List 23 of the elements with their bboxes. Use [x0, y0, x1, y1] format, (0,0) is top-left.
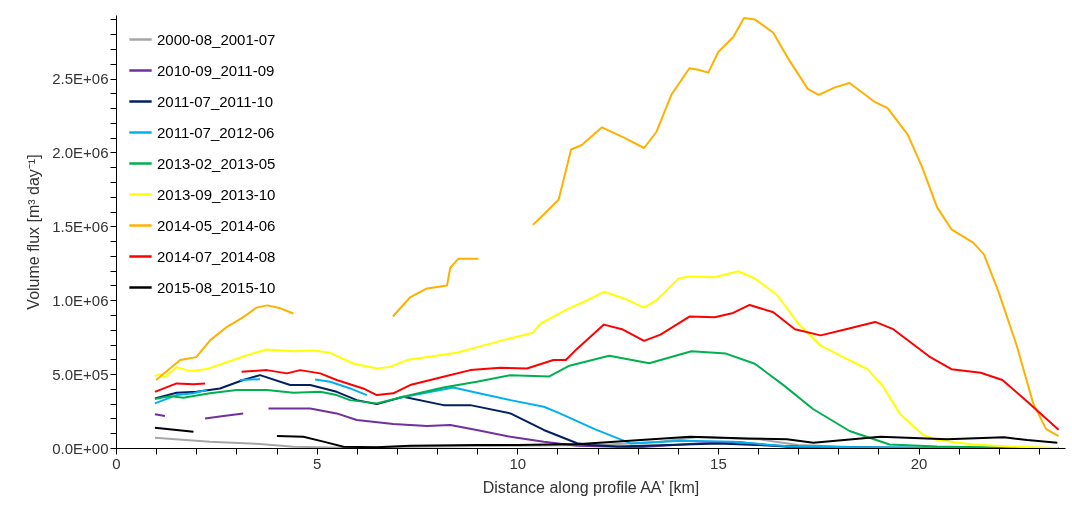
y-tick-label: 2.5E+06 [52, 70, 109, 88]
legend-label: 2014-07_2014-08 [157, 247, 276, 265]
legend-label: 2010-09_2011-09 [157, 61, 275, 79]
x-tick-label: 5 [312, 454, 322, 472]
y-axis-title: Volume flux [m³ day⁻¹] [25, 154, 43, 310]
x-tick-label: 20 [910, 454, 928, 472]
y-tick-label: 1.0E+06 [52, 291, 109, 309]
y-tick-label: 0.0E+00 [52, 439, 109, 457]
legend-label: 2000-08_2001-07 [157, 30, 276, 48]
y-tick-label: 2.0E+06 [52, 143, 109, 161]
line-series [153, 270, 1060, 448]
legend-label: 2015-08_2015-10 [157, 278, 276, 296]
legend-label: 2011-07_2011-10 [157, 92, 274, 110]
x-tick-label: 10 [509, 454, 527, 472]
y-tick-label: 1.5E+06 [52, 217, 109, 235]
legend-label: 2011-07_2012-06 [157, 123, 275, 141]
x-tick-label: 0 [112, 454, 121, 472]
legend-label: 2013-02_2013-05 [157, 154, 276, 172]
x-tick-label: 15 [710, 454, 727, 472]
legend-label: 2013-09_2013-10 [157, 185, 276, 203]
legend-label: 2014-05_2014-06 [157, 216, 276, 234]
x-axis-title: Distance along profile AA' [km] [482, 478, 700, 496]
y-tick-label: 5.0E+05 [52, 365, 109, 383]
